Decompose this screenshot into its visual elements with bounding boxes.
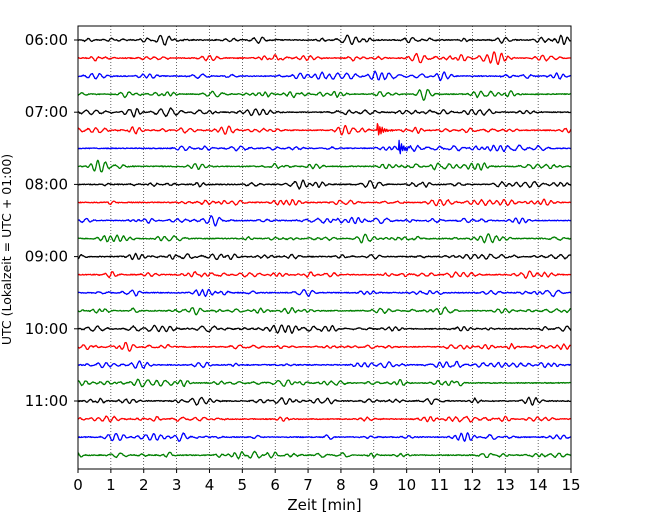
x-tick-label: 6 xyxy=(270,476,280,494)
x-tick-label: 7 xyxy=(303,476,313,494)
trace-0645 xyxy=(77,88,572,101)
x-tick-label: 1 xyxy=(106,476,116,494)
trace-1100 xyxy=(77,396,572,406)
trace-1015 xyxy=(77,341,572,352)
trace-0930 xyxy=(77,288,572,298)
trace-0745 xyxy=(77,159,572,173)
y-tick-label: 10:00 xyxy=(25,320,68,338)
y-tick-label: 11:00 xyxy=(25,392,68,410)
x-tick-label: 8 xyxy=(336,476,346,494)
x-tick-label: 14 xyxy=(529,476,548,494)
x-axis-label: Zeit [min] xyxy=(287,496,361,514)
trace-1115 xyxy=(77,415,572,423)
seismic-traces xyxy=(77,34,572,460)
trace-0715 xyxy=(77,123,572,136)
grid-lines xyxy=(110,26,539,469)
x-tick-label: 10 xyxy=(397,476,416,494)
trace-0915 xyxy=(77,270,572,279)
plot-frame xyxy=(77,25,572,470)
x-axis-ticks: 0 1 2 3 4 5 6 7 8 9 10 11 12 13 14 15 xyxy=(73,469,581,494)
y-axis-ticks: 06:00 07:00 08:00 09:00 10:00 11:00 xyxy=(25,31,78,410)
x-tick-label: 0 xyxy=(73,476,83,494)
x-tick-label: 4 xyxy=(205,476,215,494)
trace-1145 xyxy=(77,450,572,460)
y-tick-label: 08:00 xyxy=(25,175,68,193)
x-tick-label: 9 xyxy=(369,476,379,494)
x-tick-label: 3 xyxy=(172,476,182,494)
trace-0800 xyxy=(77,179,572,190)
x-tick-label: 13 xyxy=(496,476,515,494)
trace-0700 xyxy=(77,107,572,118)
x-tick-label: 12 xyxy=(463,476,482,494)
x-tick-label: 5 xyxy=(238,476,248,494)
trace-0600 xyxy=(77,34,572,46)
trace-0630 xyxy=(77,70,572,82)
x-tick-label: 2 xyxy=(139,476,149,494)
y-axis-label: UTC (Lokalzeit = UTC + 01:00) xyxy=(0,154,14,345)
trace-0815 xyxy=(77,198,572,207)
trace-1000 xyxy=(77,324,572,334)
y-tick-label: 07:00 xyxy=(25,103,68,121)
x-tick-label: 15 xyxy=(561,476,580,494)
x-tick-label: 11 xyxy=(430,476,449,494)
trace-0845 xyxy=(77,233,572,244)
y-tick-label: 06:00 xyxy=(25,31,68,49)
trace-1030 xyxy=(77,360,572,369)
trace-0730 xyxy=(77,139,572,155)
trace-0830 xyxy=(77,215,572,227)
trace-1130 xyxy=(77,432,572,443)
trace-1045 xyxy=(77,378,572,388)
trace-0615 xyxy=(77,51,572,65)
trace-0900 xyxy=(77,252,572,261)
y-tick-label: 09:00 xyxy=(25,248,68,266)
trace-0945 xyxy=(77,306,572,316)
